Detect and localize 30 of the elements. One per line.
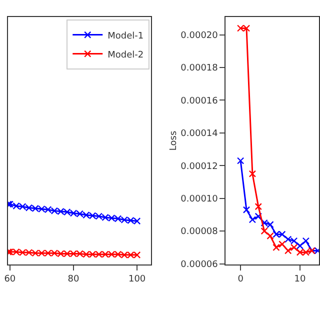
x-tick-label: 0 [238, 274, 244, 284]
point [290, 244, 298, 252]
point [278, 240, 286, 248]
point [254, 212, 262, 220]
point [260, 227, 268, 235]
y-tick-label: 0.00016 [180, 96, 218, 106]
point [242, 206, 250, 214]
y-tick-label: 0.00008 [180, 227, 218, 238]
y-tick-label: 0.00012 [180, 162, 218, 172]
point [248, 216, 256, 224]
x-tick-label: 60 [4, 274, 16, 284]
point [266, 232, 274, 240]
point [236, 157, 244, 164]
point [272, 244, 280, 252]
x-tick-label: 100 [128, 274, 146, 284]
x-tick-label: 10 [294, 274, 306, 284]
point [284, 247, 292, 254]
y-tick-label: 0.00018 [180, 64, 218, 74]
point [248, 170, 256, 178]
point [302, 237, 310, 244]
y-axis-title: Loss [169, 130, 180, 151]
point [254, 202, 262, 210]
legend-label: Model-1 [108, 31, 144, 42]
y-tick-label: 0.00010 [180, 194, 218, 205]
y-tick-label: 0.00006 [180, 260, 218, 270]
y-tick-label: 0.00014 [180, 129, 218, 140]
x-tick-label: 80 [68, 274, 80, 284]
y-tick-label: 0.00020 [180, 30, 218, 41]
point [296, 242, 304, 250]
legend-label: Model-2 [108, 50, 144, 60]
